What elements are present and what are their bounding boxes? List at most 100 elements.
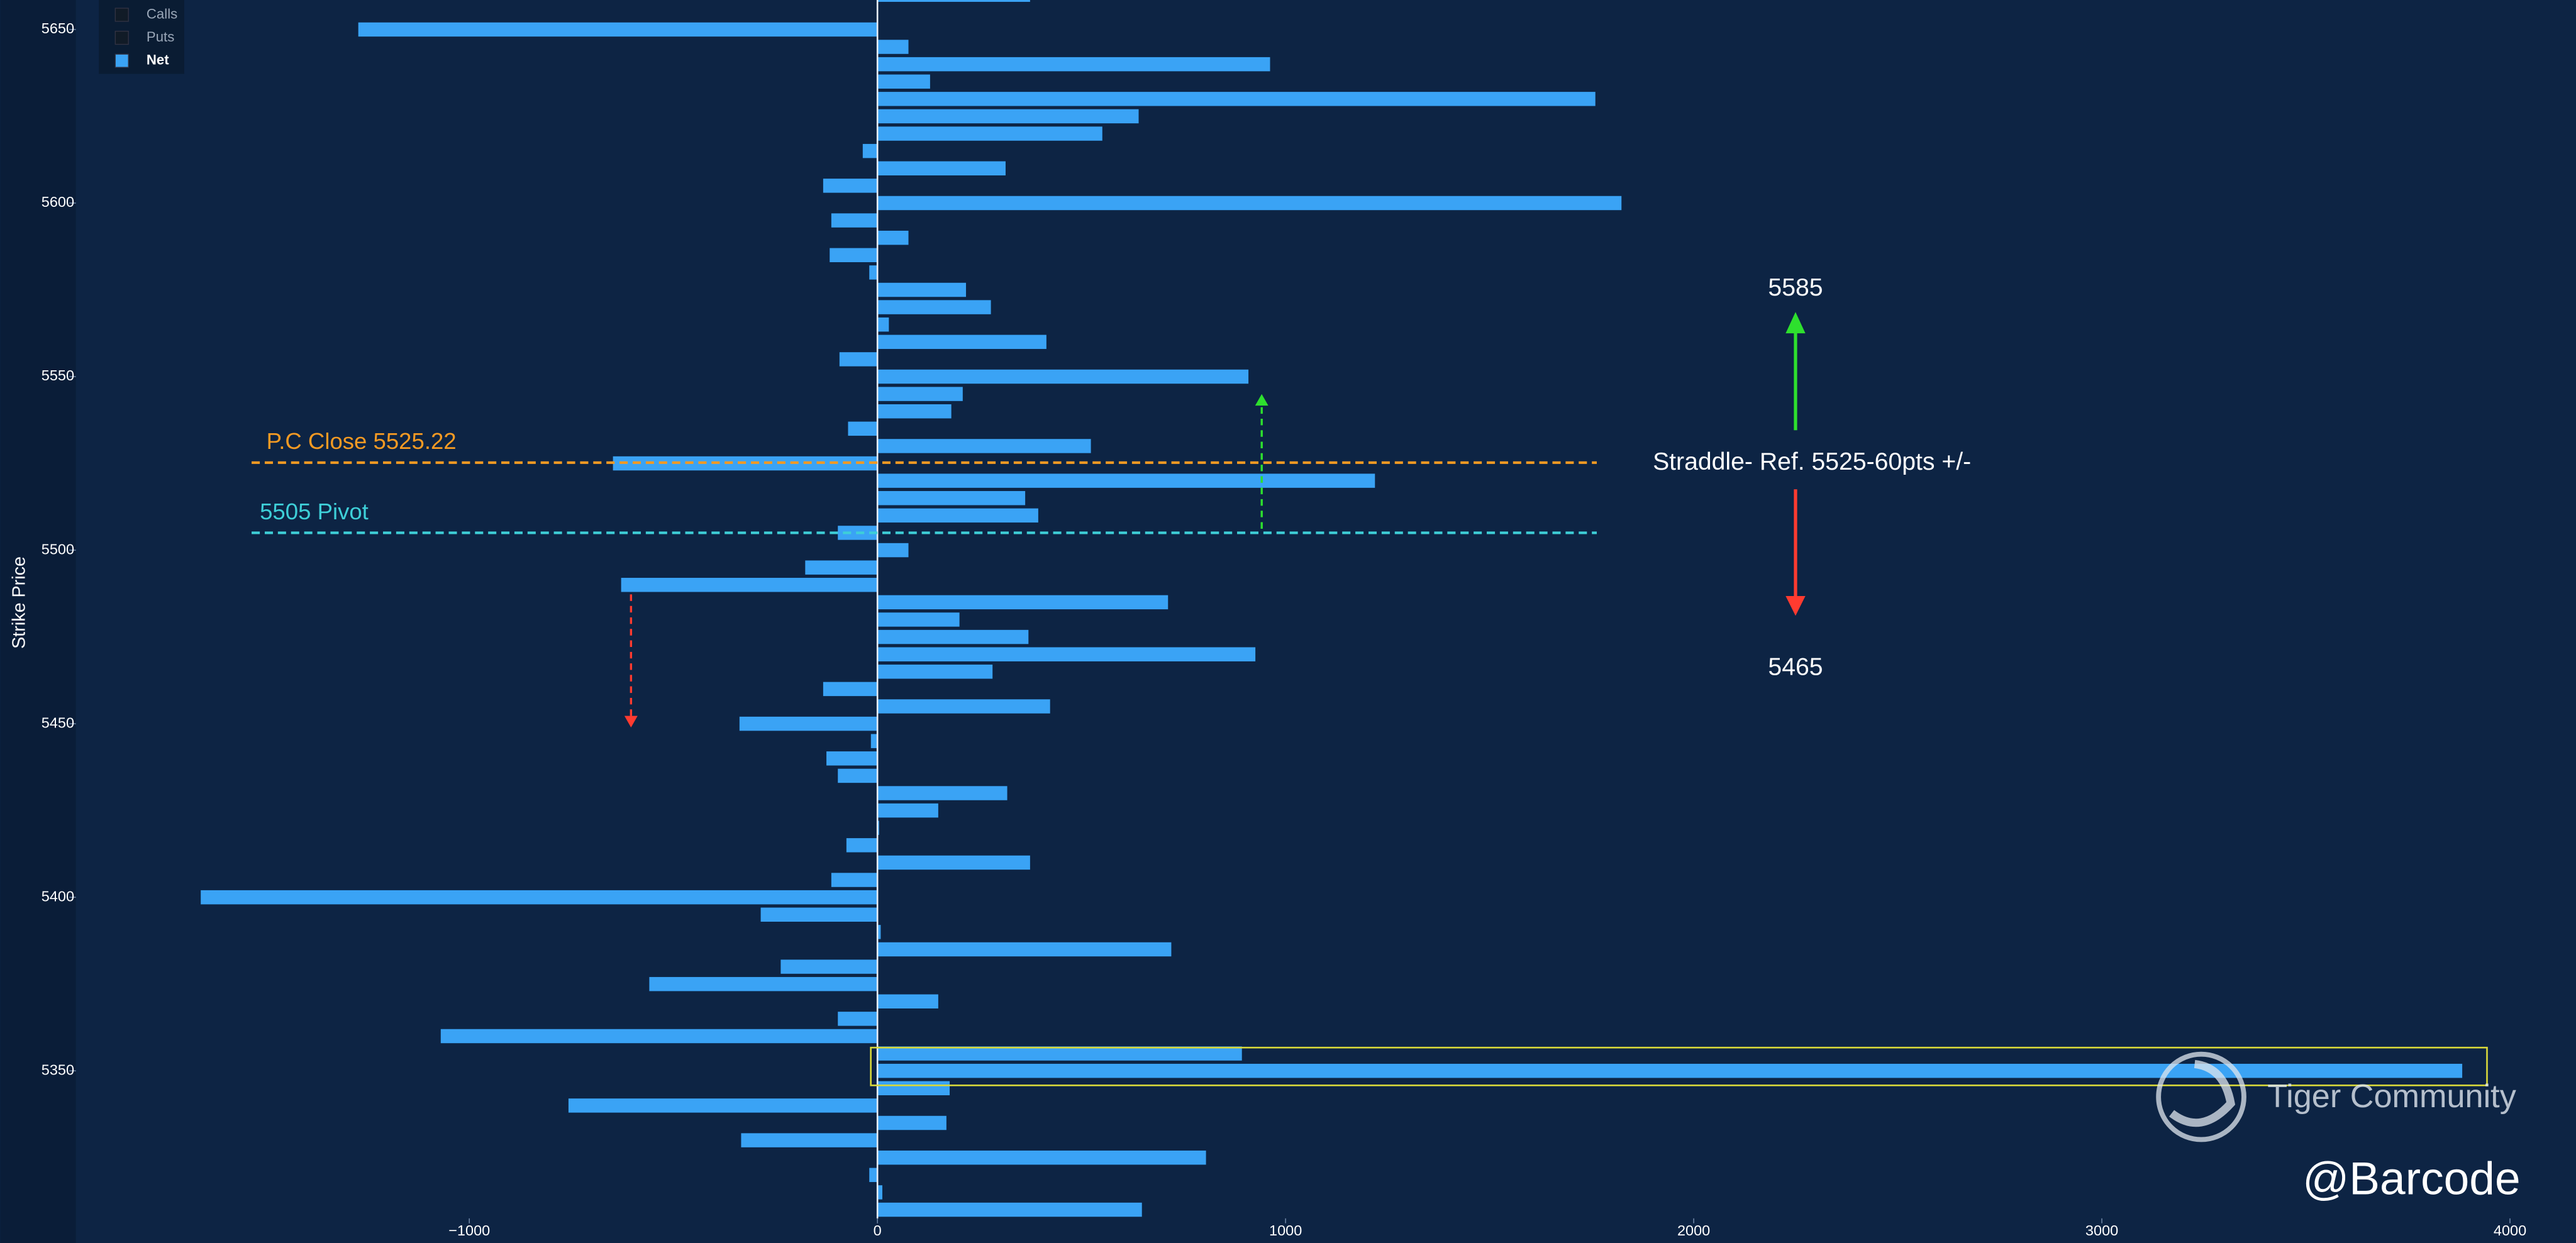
x-tick-label: 1000 <box>1269 1222 1302 1239</box>
y-axis-label: Strike Price <box>9 556 29 649</box>
highlight-box <box>870 1046 2488 1086</box>
bar <box>877 282 967 297</box>
x-tick-label: 2000 <box>1677 1222 1710 1239</box>
bar <box>877 369 1249 384</box>
bar <box>877 1185 882 1200</box>
bar <box>877 1081 950 1096</box>
reference-label: 5505 Pivot <box>260 499 369 524</box>
bar <box>877 925 881 939</box>
reference-label: P.C Close 5525.22 <box>267 428 457 454</box>
y-tick-label: 5550 <box>42 367 74 384</box>
bar <box>839 352 878 367</box>
bar <box>877 161 1006 175</box>
bar <box>877 647 1256 661</box>
bar <box>877 1202 1142 1217</box>
bar <box>877 334 1046 350</box>
bar <box>846 838 878 853</box>
bar <box>877 543 909 558</box>
bar <box>831 873 878 887</box>
arrow-head <box>624 715 638 727</box>
bar <box>877 74 930 89</box>
bar <box>830 248 878 263</box>
bar <box>877 699 1050 714</box>
bar <box>760 907 878 922</box>
bar <box>877 629 1029 644</box>
y-tick-label: 5600 <box>42 194 74 210</box>
bar <box>877 508 1038 523</box>
bar <box>877 1150 1206 1165</box>
bar <box>877 404 952 419</box>
x-tick-label: 3000 <box>2085 1222 2118 1239</box>
bar <box>877 300 991 314</box>
bar <box>877 230 909 245</box>
x-tick-label: −1000 <box>448 1222 490 1239</box>
bar <box>877 786 1008 800</box>
bar <box>869 265 878 280</box>
bar <box>877 57 1270 72</box>
bar <box>877 317 889 332</box>
bar <box>877 1046 1242 1061</box>
y-tick-label: 5450 <box>42 714 74 731</box>
legend-swatch <box>114 30 129 45</box>
bar <box>877 1115 947 1130</box>
bar <box>877 439 1091 453</box>
bar <box>823 682 878 697</box>
signature: @Barcode <box>2302 1154 2521 1205</box>
bar <box>877 491 1026 505</box>
bar <box>649 976 878 992</box>
y-tick-label: 5350 <box>42 1061 74 1078</box>
bar <box>848 421 878 436</box>
bar <box>831 213 878 228</box>
x-tick-label: 4000 <box>2494 1222 2526 1239</box>
legend-label: Puts <box>147 29 174 45</box>
legend-swatch <box>114 8 129 22</box>
bar <box>440 1029 878 1044</box>
bar <box>877 595 1169 610</box>
bar <box>877 40 909 54</box>
arrow-head <box>1785 596 1806 616</box>
bar <box>877 665 993 679</box>
arrow-head <box>1785 312 1806 334</box>
watermark-logo <box>2156 1051 2246 1142</box>
bar <box>869 1168 878 1183</box>
legend-box <box>99 0 184 74</box>
bar <box>877 1063 2463 1078</box>
axis-strip <box>0 0 76 1243</box>
bar <box>621 578 878 592</box>
annotations: Straddle- Ref. 5525-60pts +/- 5585 5465 … <box>624 274 2521 1205</box>
bar <box>826 751 878 766</box>
legend-label: Net <box>147 52 169 67</box>
bar <box>862 143 878 158</box>
bar <box>780 959 878 974</box>
legend: Calls Puts Net <box>99 0 184 74</box>
bar <box>741 1133 878 1147</box>
bar <box>877 196 1622 211</box>
arrow-head <box>1255 394 1269 406</box>
y-tick-label: 5500 <box>42 541 74 557</box>
bar <box>877 994 938 1009</box>
y-tick-label: 5650 <box>42 20 74 36</box>
bar <box>739 716 878 731</box>
bar <box>877 92 1596 106</box>
lower-target: 5465 <box>1768 653 1823 680</box>
bar <box>870 734 878 748</box>
bar <box>877 109 1139 124</box>
x-tick-label: 0 <box>874 1222 882 1239</box>
bar <box>877 612 960 627</box>
watermark: Tiger Community <box>2267 1078 2516 1115</box>
legend-swatch <box>114 53 129 68</box>
bar <box>358 22 878 37</box>
bar <box>877 803 938 818</box>
bar <box>568 1098 878 1113</box>
straddle-note: Straddle- Ref. 5525-60pts +/- <box>1653 448 1971 475</box>
y-tick-label: 5400 <box>42 888 74 904</box>
bar <box>877 473 1375 488</box>
bar <box>805 560 878 575</box>
bar <box>877 855 1030 870</box>
bar <box>877 0 1030 2</box>
upper-target: 5585 <box>1768 274 1823 301</box>
bar <box>823 179 878 193</box>
bar <box>877 387 963 401</box>
